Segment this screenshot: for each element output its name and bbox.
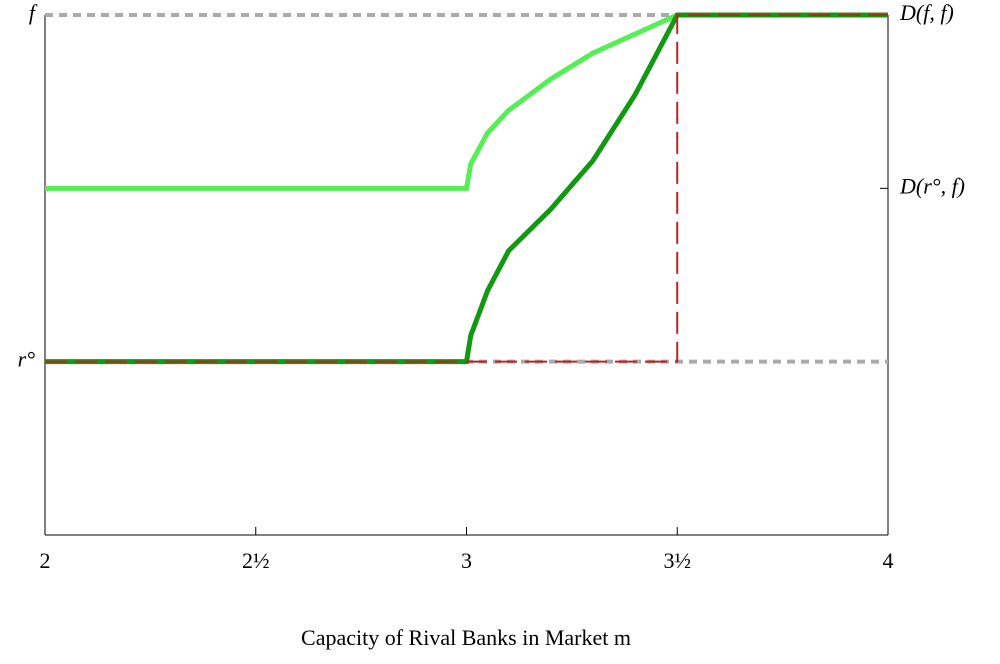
x-tick-label: 3 <box>461 548 472 573</box>
series-line <box>45 12 888 191</box>
y-tick-label: f <box>29 0 38 25</box>
x-tick-label: 2 <box>40 548 51 573</box>
y-tick-label: r° <box>18 347 36 372</box>
x-tick-label: 2½ <box>242 548 270 573</box>
series-line <box>45 14 888 363</box>
x-tick-label: 3½ <box>664 548 692 573</box>
x-tick-label: 4 <box>883 548 894 573</box>
y2-tick-label: D(r°, f) <box>899 173 965 198</box>
y2-tick-label: D(f, f) <box>899 0 954 25</box>
series-line <box>45 12 888 365</box>
x-axis-label: Capacity of Rival Banks in Market m <box>301 625 631 650</box>
